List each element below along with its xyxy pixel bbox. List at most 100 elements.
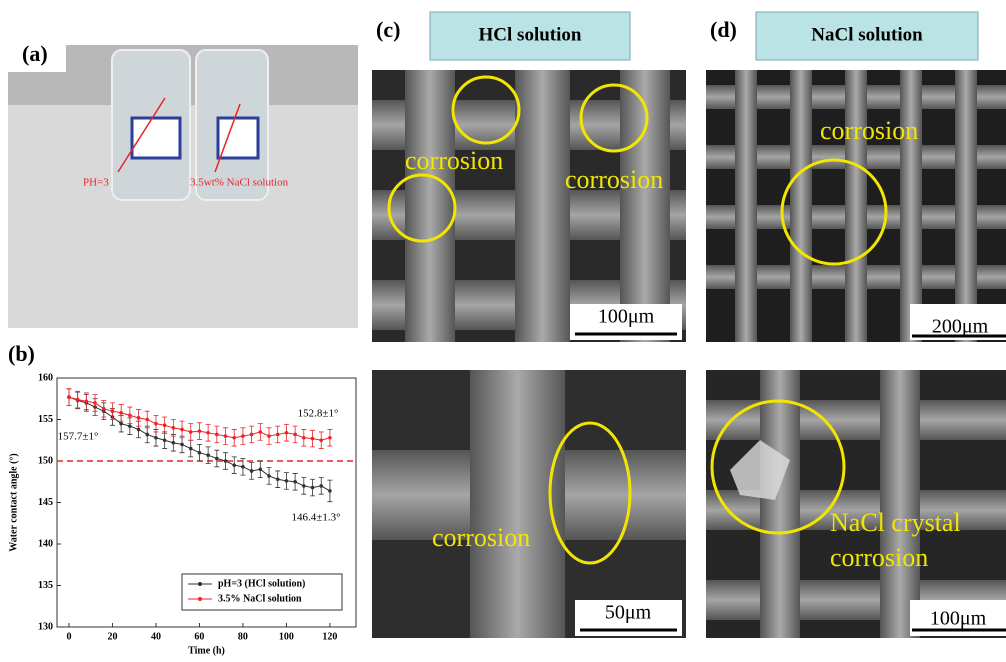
point — [215, 433, 219, 437]
point — [163, 438, 167, 442]
legend-label: pH=3 (HCl solution) — [218, 578, 305, 589]
point — [311, 437, 315, 441]
point — [250, 433, 254, 437]
point — [85, 399, 89, 403]
point — [163, 424, 167, 428]
y-tick-label: 130 — [38, 621, 53, 632]
point — [241, 465, 245, 469]
point — [67, 395, 71, 399]
point — [128, 424, 132, 428]
x-tick-label: 20 — [107, 631, 117, 642]
point — [102, 407, 106, 411]
point — [145, 418, 149, 422]
point — [232, 436, 236, 440]
panel-label: (b) — [8, 341, 35, 366]
point — [328, 436, 332, 440]
point — [180, 428, 184, 432]
sem-image: corrosion corrosion 100μm — [372, 70, 686, 342]
panel-label: (a) — [22, 41, 48, 66]
figure: PH=3 3.5wt% NaCl solution (a) (b) (c) HC… — [0, 0, 1006, 657]
header: NaCl solution — [811, 24, 923, 45]
point — [224, 459, 228, 463]
point — [76, 398, 80, 402]
sem-image: corrosion 200μm — [706, 70, 1006, 342]
point — [180, 443, 184, 447]
point — [276, 433, 280, 437]
legend-label: 3.5% NaCl solution — [218, 593, 302, 604]
point — [319, 438, 323, 442]
sem-image: NaCl crystal corrosion 100μm — [706, 370, 1006, 638]
point — [232, 463, 236, 467]
figure-canvas: PH=3 3.5wt% NaCl solution (a) (b) (c) HC… — [0, 0, 1006, 657]
point — [154, 436, 158, 440]
point — [302, 484, 306, 488]
y-tick-label: 150 — [38, 455, 53, 466]
point — [172, 426, 176, 430]
y-tick-label: 155 — [38, 414, 53, 425]
annotation: 157.7±1° — [58, 431, 99, 443]
point — [293, 433, 297, 437]
x-tick-label: 120 — [322, 631, 337, 642]
scale-label: 100μm — [930, 608, 987, 630]
point — [119, 411, 123, 415]
point — [189, 430, 193, 434]
scale-label: 50μm — [605, 602, 652, 624]
header: HCl solution — [479, 24, 582, 45]
legend-marker — [198, 597, 202, 601]
point — [189, 447, 193, 451]
y-axis-label: Water contact angle (°) — [8, 453, 19, 552]
scale-label: 200μm — [932, 316, 989, 338]
point — [293, 480, 297, 484]
point — [285, 479, 289, 483]
annotation: corrosion — [830, 543, 928, 572]
x-tick-label: 60 — [194, 631, 204, 642]
annotation: corrosion — [565, 165, 663, 194]
point — [145, 433, 149, 437]
point — [206, 431, 210, 435]
point — [119, 422, 123, 426]
panel-label: (d) — [710, 17, 737, 42]
point — [198, 429, 202, 433]
scale-label: 100μm — [598, 306, 655, 328]
sem-image: corrosion 50μm — [372, 370, 686, 638]
point — [259, 468, 263, 472]
point — [137, 428, 141, 432]
point — [259, 430, 263, 434]
photo-a: PH=3 3.5wt% NaCl solution — [8, 45, 358, 328]
point — [154, 422, 158, 426]
point — [285, 431, 289, 435]
x-tick-label: 100 — [279, 631, 294, 642]
legend-marker — [198, 582, 202, 586]
point — [172, 441, 176, 445]
y-tick-label: 145 — [38, 497, 53, 508]
annotation: corrosion — [820, 116, 918, 145]
point — [250, 469, 254, 473]
point — [111, 409, 115, 413]
point — [93, 401, 97, 405]
point — [328, 489, 332, 493]
y-tick-label: 160 — [38, 372, 53, 383]
x-tick-label: 40 — [151, 631, 161, 642]
x-axis-label: Time (h) — [188, 645, 225, 656]
annotation: 3.5wt% NaCl solution — [190, 177, 289, 189]
point — [137, 416, 141, 420]
point — [267, 474, 271, 478]
point — [311, 486, 315, 490]
point — [302, 436, 306, 440]
annotation: corrosion — [405, 146, 503, 175]
annotation: 152.8±1° — [298, 408, 339, 420]
point — [128, 414, 132, 418]
point — [206, 453, 210, 457]
y-tick-label: 135 — [38, 580, 53, 591]
annotation: NaCl crystal — [830, 508, 961, 537]
point — [319, 484, 323, 488]
point — [241, 434, 245, 438]
point — [224, 434, 228, 438]
annotation: PH=3 — [83, 177, 109, 189]
annotation: 146.4±1.3° — [292, 512, 341, 524]
panel-label: (c) — [376, 17, 400, 42]
point — [267, 434, 271, 438]
y-tick-label: 140 — [38, 538, 53, 549]
x-tick-label: 80 — [238, 631, 248, 642]
